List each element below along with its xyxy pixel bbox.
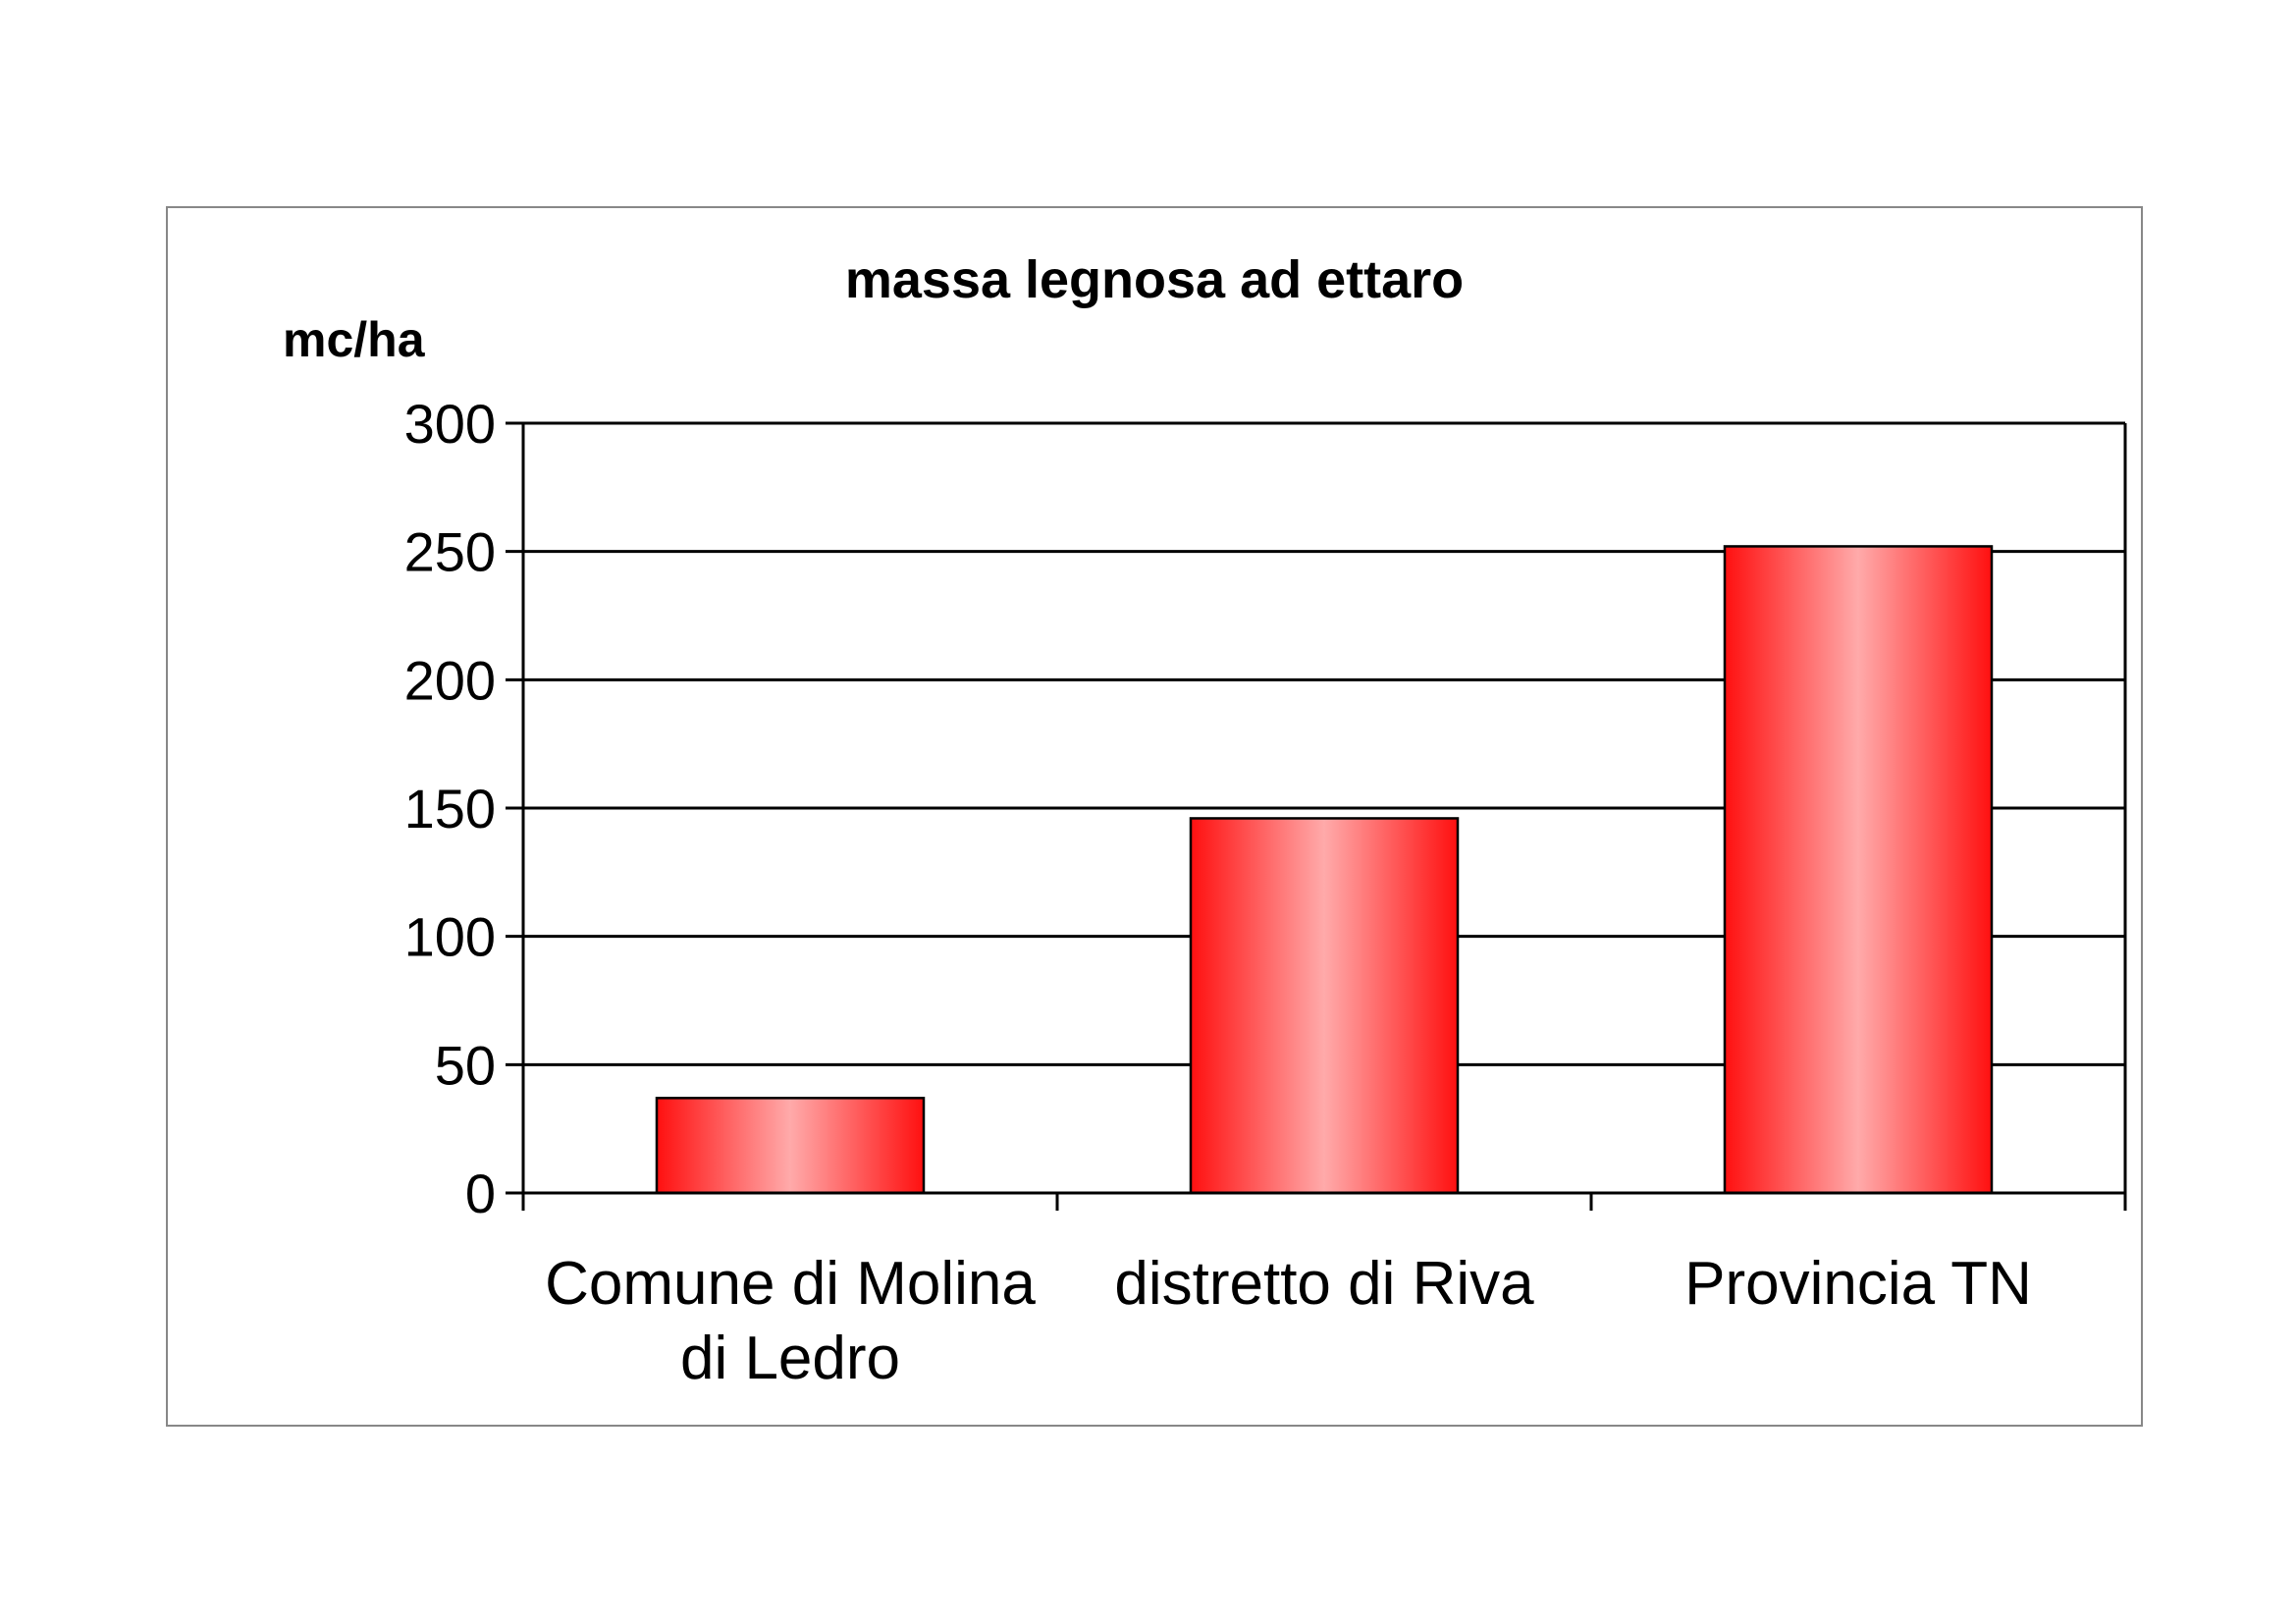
x-category-label: di Ledro	[680, 1325, 900, 1392]
y-tick-label: 250	[404, 521, 496, 583]
y-tick-label: 150	[404, 778, 496, 839]
y-axis-label: mc/ha	[283, 312, 426, 367]
y-tick-label: 0	[465, 1163, 496, 1224]
y-tick-labels: 0 50 100 150 200 250 300	[404, 393, 496, 1224]
y-tick-label: 200	[404, 649, 496, 711]
bar	[1723, 545, 1994, 1195]
x-category-labels: Comune di Molina di Ledro distretto di Riv…	[545, 1250, 2032, 1392]
bar	[655, 1097, 926, 1195]
x-category-label: Provincia TN	[1684, 1250, 2032, 1318]
y-tick-label: 300	[404, 393, 496, 455]
y-tick-label: 50	[435, 1034, 496, 1096]
axes	[506, 421, 2127, 1211]
x-category-label: Comune di Molina	[545, 1250, 1036, 1318]
x-category-label: distretto di Riva	[1114, 1250, 1534, 1318]
bars	[655, 545, 1994, 1195]
y-tick-label: 100	[404, 906, 496, 968]
bar	[1189, 817, 1460, 1195]
chart-title: massa legnosa ad ettaro	[845, 250, 1464, 309]
